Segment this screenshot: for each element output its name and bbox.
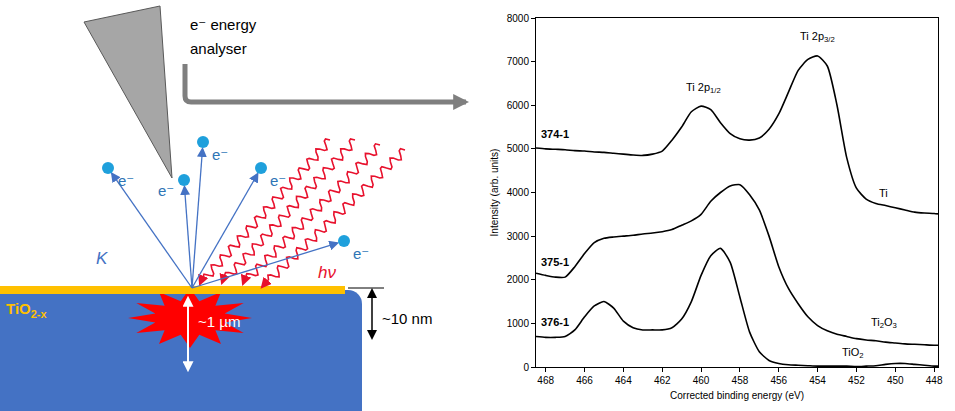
svg-text:375-1: 375-1 xyxy=(541,256,569,268)
svg-text:Ti​2​O​3​: Ti​2​O​3​ xyxy=(871,316,897,330)
svg-text:e⁻ energy: e⁻ energy xyxy=(190,16,257,33)
svg-text:Ti: Ti xyxy=(879,187,888,199)
svg-text:452: 452 xyxy=(848,375,865,386)
svg-text:6000: 6000 xyxy=(507,100,530,111)
svg-text:1000: 1000 xyxy=(507,318,530,329)
svg-text:e⁻: e⁻ xyxy=(212,146,228,163)
svg-text:e⁻: e⁻ xyxy=(158,182,174,199)
svg-text:Corrected binding energy (eV): Corrected binding energy (eV) xyxy=(670,390,804,401)
svg-text:466: 466 xyxy=(576,375,593,386)
svg-text:462: 462 xyxy=(654,375,671,386)
svg-text:5000: 5000 xyxy=(507,143,530,154)
svg-text:464: 464 xyxy=(615,375,632,386)
svg-text:3000: 3000 xyxy=(507,231,530,242)
svg-text:Ti 2p​3/2​: Ti 2p​3/2​ xyxy=(800,30,835,44)
svg-text:0: 0 xyxy=(523,362,529,373)
svg-text:454: 454 xyxy=(809,375,826,386)
svg-text:Intensity (arb. units): Intensity (arb. units) xyxy=(489,149,500,237)
svg-text:K: K xyxy=(96,249,108,268)
svg-text:TiO2-x: TiO2-x xyxy=(6,300,48,320)
svg-text:458: 458 xyxy=(732,375,749,386)
svg-text:hν: hν xyxy=(318,263,336,282)
svg-text:e⁻: e⁻ xyxy=(270,172,286,189)
svg-text:456: 456 xyxy=(770,375,787,386)
svg-text:460: 460 xyxy=(693,375,710,386)
svg-text:Ti 2p​1/2​: Ti 2p​1/2​ xyxy=(686,81,721,95)
svg-text:374-1: 374-1 xyxy=(541,128,569,140)
svg-text:~1 µm: ~1 µm xyxy=(198,313,240,330)
svg-text:~10 nm: ~10 nm xyxy=(382,310,432,327)
svg-text:TiO​2​: TiO​2​ xyxy=(842,346,864,360)
svg-text:2000: 2000 xyxy=(507,274,530,285)
svg-text:4000: 4000 xyxy=(507,187,530,198)
svg-text:8000: 8000 xyxy=(507,13,530,24)
svg-text:e⁻: e⁻ xyxy=(353,245,369,262)
svg-text:analyser: analyser xyxy=(190,40,247,57)
svg-text:376-1: 376-1 xyxy=(541,316,569,328)
svg-text:448: 448 xyxy=(926,375,943,386)
svg-text:468: 468 xyxy=(537,375,554,386)
svg-text:7000: 7000 xyxy=(507,56,530,67)
svg-text:450: 450 xyxy=(887,375,904,386)
svg-text:e⁻: e⁻ xyxy=(118,172,134,189)
